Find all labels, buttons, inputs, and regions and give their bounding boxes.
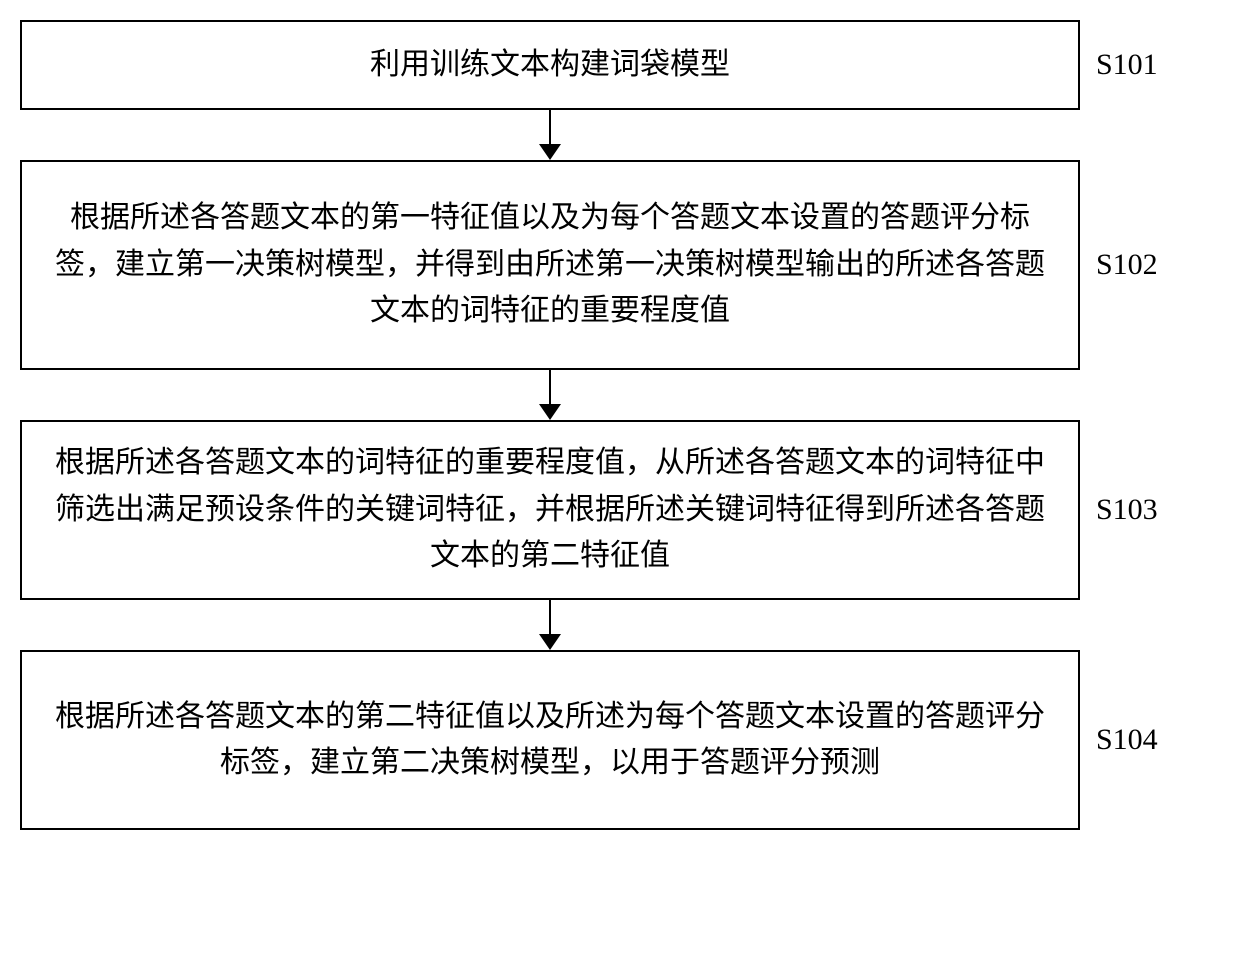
step-text: 根据所述各答题文本的第一特征值以及为每个答题文本设置的答题评分标签，建立第一决策… bbox=[46, 195, 1054, 335]
step-label: S104 bbox=[1096, 723, 1158, 757]
step-row: 根据所述各答题文本的词特征的重要程度值，从所述各答题文本的词特征中筛选出满足预设… bbox=[20, 420, 1220, 600]
arrow-down-icon bbox=[539, 600, 561, 650]
arrow-wrap bbox=[20, 600, 1080, 650]
step-text: 根据所述各答题文本的第二特征值以及所述为每个答题文本设置的答题评分标签，建立第二… bbox=[46, 694, 1054, 787]
step-box-s104: 根据所述各答题文本的第二特征值以及所述为每个答题文本设置的答题评分标签，建立第二… bbox=[20, 650, 1080, 830]
step-box-s101: 利用训练文本构建词袋模型 bbox=[20, 20, 1080, 110]
step-label: S101 bbox=[1096, 48, 1158, 82]
step-row: 根据所述各答题文本的第一特征值以及为每个答题文本设置的答题评分标签，建立第一决策… bbox=[20, 160, 1220, 370]
step-row: 利用训练文本构建词袋模型 S101 bbox=[20, 20, 1220, 110]
step-box-s103: 根据所述各答题文本的词特征的重要程度值，从所述各答题文本的词特征中筛选出满足预设… bbox=[20, 420, 1080, 600]
step-row: 根据所述各答题文本的第二特征值以及所述为每个答题文本设置的答题评分标签，建立第二… bbox=[20, 650, 1220, 830]
step-text: 根据所述各答题文本的词特征的重要程度值，从所述各答题文本的词特征中筛选出满足预设… bbox=[46, 440, 1054, 580]
step-label: S102 bbox=[1096, 248, 1158, 282]
arrow-wrap bbox=[20, 370, 1080, 420]
arrow-down-icon bbox=[539, 110, 561, 160]
step-text: 利用训练文本构建词袋模型 bbox=[370, 42, 730, 89]
step-box-s102: 根据所述各答题文本的第一特征值以及为每个答题文本设置的答题评分标签，建立第一决策… bbox=[20, 160, 1080, 370]
step-label: S103 bbox=[1096, 493, 1158, 527]
arrow-wrap bbox=[20, 110, 1080, 160]
arrow-down-icon bbox=[539, 370, 561, 420]
flowchart: 利用训练文本构建词袋模型 S101 根据所述各答题文本的第一特征值以及为每个答题… bbox=[20, 20, 1220, 830]
